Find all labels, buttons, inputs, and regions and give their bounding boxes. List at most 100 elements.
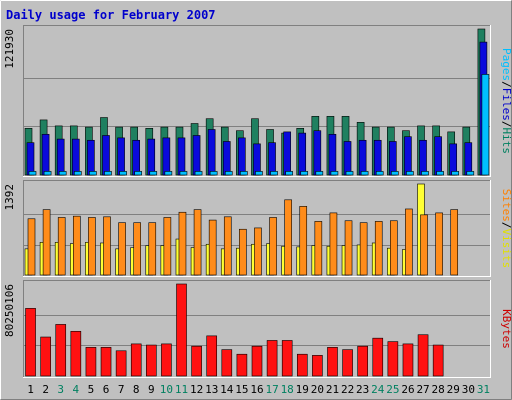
bar-sites-day-1 [27, 218, 36, 276]
bar-sites-day-19 [299, 206, 308, 276]
bar-sites-day-7 [118, 222, 126, 276]
bar-files-day-7 [117, 137, 125, 176]
x-tick-label: 5 [88, 383, 95, 396]
bar-sites-day-26 [405, 208, 413, 276]
bar-files-day-20 [313, 130, 322, 176]
bar-kbytes-day-28 [432, 344, 444, 377]
bar-kbytes-day-2 [40, 336, 51, 377]
bar-pages-day-24 [375, 171, 384, 176]
bar-sites-day-25 [390, 220, 398, 276]
bar-sites-day-21 [329, 212, 338, 276]
bar-files-day-30 [464, 142, 473, 176]
bar-sites-day-13 [208, 219, 217, 276]
legend-entry: Hits [500, 128, 512, 155]
bar-files-day-23 [358, 139, 367, 176]
bar-files-day-24 [373, 139, 382, 176]
bar-files-day-15 [238, 137, 246, 176]
bar-pages-day-25 [391, 171, 399, 176]
x-tick-label: 4 [73, 383, 80, 396]
x-tick-label: 20 [311, 383, 324, 396]
x-tick-label: 31 [477, 383, 490, 396]
bar-files-day-17 [268, 142, 276, 176]
bar-kbytes-day-1 [25, 308, 36, 377]
bar-pages-day-30 [466, 171, 475, 176]
bar-sites-day-6 [103, 216, 111, 276]
bar-files-day-27 [419, 139, 427, 176]
legend-entry: Files [500, 88, 512, 121]
x-tick-label: 15 [235, 383, 248, 396]
legend-entry: KBytes [500, 309, 512, 349]
bar-kbytes-day-18 [281, 340, 293, 377]
bar-kbytes-day-21 [327, 347, 338, 377]
x-tick-label: 1 [27, 383, 34, 396]
x-tick-label: 28 [432, 383, 445, 396]
bar-files-day-3 [56, 138, 65, 176]
bar-files-day-14 [222, 141, 231, 176]
bar-sites-day-27 [420, 214, 428, 276]
bar-kbytes-day-14 [221, 349, 233, 377]
bar-kbytes-day-15 [236, 353, 248, 377]
x-tick-label: 27 [416, 383, 429, 396]
bar-pages-day-28 [436, 171, 444, 176]
bar-kbytes-day-19 [296, 353, 308, 377]
bar-files-day-13 [207, 129, 216, 176]
x-tick-label: 2 [42, 383, 49, 396]
x-tick-label: 25 [386, 383, 399, 396]
bar-files-day-25 [389, 141, 397, 176]
legend-entry: / [500, 81, 512, 88]
x-tick-label: 22 [341, 383, 354, 396]
bar-pages-day-8 [134, 171, 142, 176]
x-tick-label: 13 [205, 383, 218, 396]
bar-kbytes-day-8 [130, 343, 142, 377]
legend: KBytes [500, 309, 512, 349]
legend-entry: Sites [500, 189, 512, 222]
bar-files-day-18 [283, 131, 291, 176]
bar-files-day-28 [434, 136, 442, 176]
x-tick-label: 23 [356, 383, 369, 396]
bar-kbytes-day-17 [266, 340, 278, 377]
x-tick-label: 10 [160, 383, 173, 396]
bar-kbytes-day-22 [342, 349, 353, 377]
legend-entry: Visits [500, 229, 512, 269]
legend-entry: / [500, 121, 512, 128]
bar-pages-day-14 [224, 171, 233, 176]
bar-sites-day-18 [284, 199, 292, 276]
bar-files-day-2 [41, 133, 50, 176]
bar-pages-day-6 [104, 171, 112, 176]
bar-sites-day-17 [269, 217, 277, 276]
legend: Pages/Files/Hits [500, 48, 512, 154]
bar-pages-day-20 [315, 171, 324, 176]
y-max-label: 1392 [3, 184, 16, 211]
bar-sites-day-3 [57, 217, 66, 276]
bar-pages-day-21 [330, 171, 339, 176]
bar-kbytes-day-5 [85, 347, 97, 377]
bar-pages-day-11 [179, 171, 188, 176]
bar-kbytes-day-25 [387, 341, 399, 377]
bar-sites-day-20 [314, 221, 323, 276]
x-tick-label: 12 [190, 383, 203, 396]
bar-kbytes-day-24 [372, 337, 384, 377]
bar-sites-day-11 [178, 211, 187, 276]
bar-files-day-16 [253, 143, 261, 176]
bar-pages-day-18 [285, 171, 293, 176]
bar-sites-day-22 [344, 220, 353, 276]
bar-sites-day-12 [193, 209, 202, 276]
bar-sites-day-24 [374, 221, 383, 276]
x-tick-label: 16 [250, 383, 263, 396]
x-tick-label: 6 [103, 383, 110, 396]
bar-sites-day-8 [133, 222, 141, 276]
x-tick-label: 14 [220, 383, 234, 396]
bar-sites-day-2 [42, 209, 51, 276]
bar-kbytes-day-23 [357, 345, 368, 377]
bar-files-day-11 [177, 137, 186, 176]
bar-files-day-6 [102, 135, 110, 176]
bar-files-day-10 [162, 137, 171, 176]
y-max-label: 121930 [3, 29, 16, 69]
x-tick-label: 24 [371, 383, 385, 396]
bar-pages-day-4 [73, 171, 82, 176]
panel-kbytes: 80250106 KBytes [3, 280, 512, 378]
bar-sites-day-14 [223, 216, 232, 276]
bar-kbytes-day-13 [206, 335, 218, 377]
panel-hits: 121930 Pages/Files/Hits [3, 25, 512, 177]
